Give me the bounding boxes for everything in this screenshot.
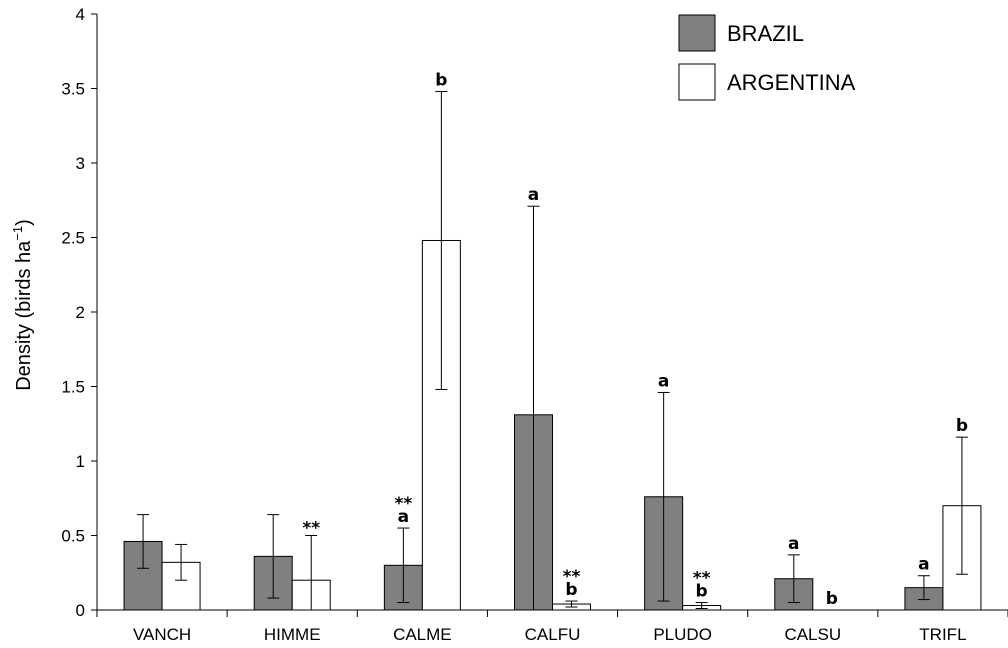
y-axis-title-close: ) bbox=[13, 219, 35, 226]
y-tick-label: 2 bbox=[76, 303, 85, 322]
x-tick-label: CALSU bbox=[784, 625, 841, 644]
y-axis-title: Density (birds ha−1) bbox=[10, 219, 35, 391]
significance-letter: a bbox=[918, 555, 929, 575]
axes: 0 0.5 1 1.5 2 2.5 3 3.5 4 VANCH HIMME CALME CALFU PLU… bbox=[61, 5, 1008, 644]
y-tick-label: 1.5 bbox=[61, 378, 85, 397]
x-tick-label: PLUDO bbox=[653, 625, 712, 644]
significance-letter: a bbox=[788, 534, 799, 554]
x-tick-label: VANCH bbox=[133, 625, 191, 644]
legend: BRAZIL ARGENTINA bbox=[678, 14, 856, 101]
significance-stars: ** bbox=[302, 519, 320, 539]
significance-letter: a bbox=[528, 185, 539, 205]
y-tick-label: 0 bbox=[76, 601, 85, 620]
legend-label-brazil: BRAZIL bbox=[727, 21, 804, 46]
x-tick-label: HIMME bbox=[264, 625, 321, 644]
y-tick-label: 2.5 bbox=[61, 229, 85, 248]
y-tick-label: 1 bbox=[76, 452, 85, 471]
significance-letter: a bbox=[658, 371, 669, 391]
legend-swatch-brazil bbox=[678, 14, 716, 52]
x-tick-label: CALME bbox=[393, 625, 452, 644]
y-axis-title-superscript: −1 bbox=[10, 226, 25, 241]
legend-label-argentina: ARGENTINA bbox=[727, 70, 856, 95]
bars bbox=[123, 90, 982, 611]
significance-letter: b bbox=[435, 70, 447, 90]
x-tick-label: CALFU bbox=[525, 625, 581, 644]
y-tick-label: 3.5 bbox=[61, 80, 85, 99]
y-tick-label: 4 bbox=[76, 5, 85, 24]
significance-stars: ** bbox=[693, 569, 711, 589]
significance-letter: b bbox=[826, 589, 838, 609]
y-tick-label: 0.5 bbox=[61, 527, 85, 546]
y-tick-label: 3 bbox=[76, 154, 85, 173]
significance-letter: a bbox=[398, 507, 409, 527]
x-tick-label: TRIFL bbox=[919, 625, 966, 644]
significance-stars: ** bbox=[563, 567, 581, 587]
significance-stars: ** bbox=[394, 494, 412, 514]
significance-letter: b bbox=[956, 416, 968, 436]
significance-letter: b bbox=[696, 582, 708, 602]
significance-letter: b bbox=[565, 580, 577, 600]
legend-swatch-argentina bbox=[678, 63, 716, 101]
